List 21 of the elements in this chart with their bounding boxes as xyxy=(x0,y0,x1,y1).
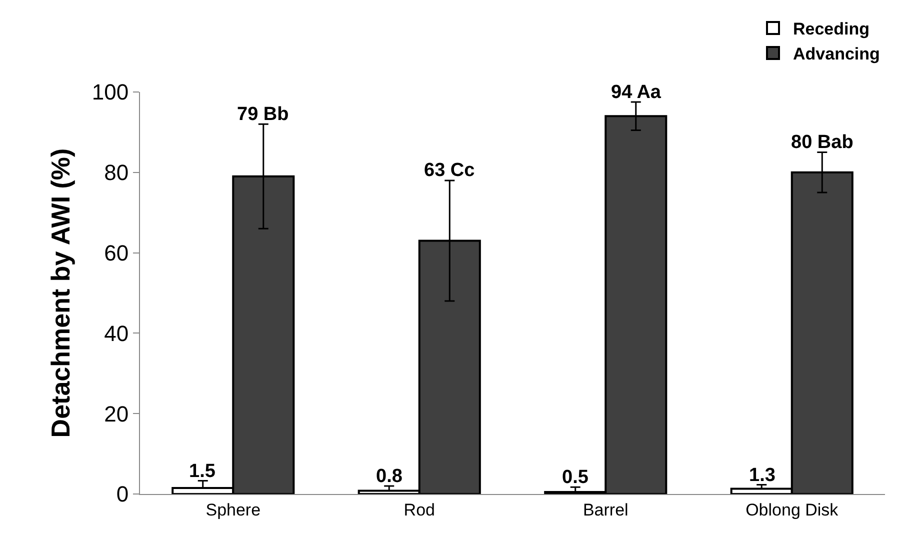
data-label: 1.5 xyxy=(189,461,216,482)
y-tick-label: 60 xyxy=(104,240,129,266)
y-tick-label: 0 xyxy=(116,482,129,507)
data-label: 0.5 xyxy=(562,467,589,488)
x-tick-label: Rod xyxy=(404,500,435,520)
data-label: 63 Cc xyxy=(424,160,476,181)
x-tick-label: Sphere xyxy=(206,500,261,520)
x-tick-label: Barrel xyxy=(582,500,628,520)
data-label: 80 Bab xyxy=(791,132,854,153)
y-tick-label: 20 xyxy=(104,401,129,426)
y-tick-label: 100 xyxy=(92,80,129,105)
y-tick-label: 40 xyxy=(104,320,129,346)
legend-label: Advancing xyxy=(793,44,880,64)
data-label: 94 Aa xyxy=(611,82,662,103)
x-tick-label: Oblong Disk xyxy=(746,500,839,520)
legend-label: Receding xyxy=(793,20,870,39)
data-label: 0.8 xyxy=(376,466,402,487)
y-tick-label: 80 xyxy=(104,160,129,186)
data-label: 79 Bb xyxy=(237,104,289,125)
data-label: 1.3 xyxy=(749,465,776,486)
y-axis-title: Detachment by AWI (%) xyxy=(45,148,76,438)
